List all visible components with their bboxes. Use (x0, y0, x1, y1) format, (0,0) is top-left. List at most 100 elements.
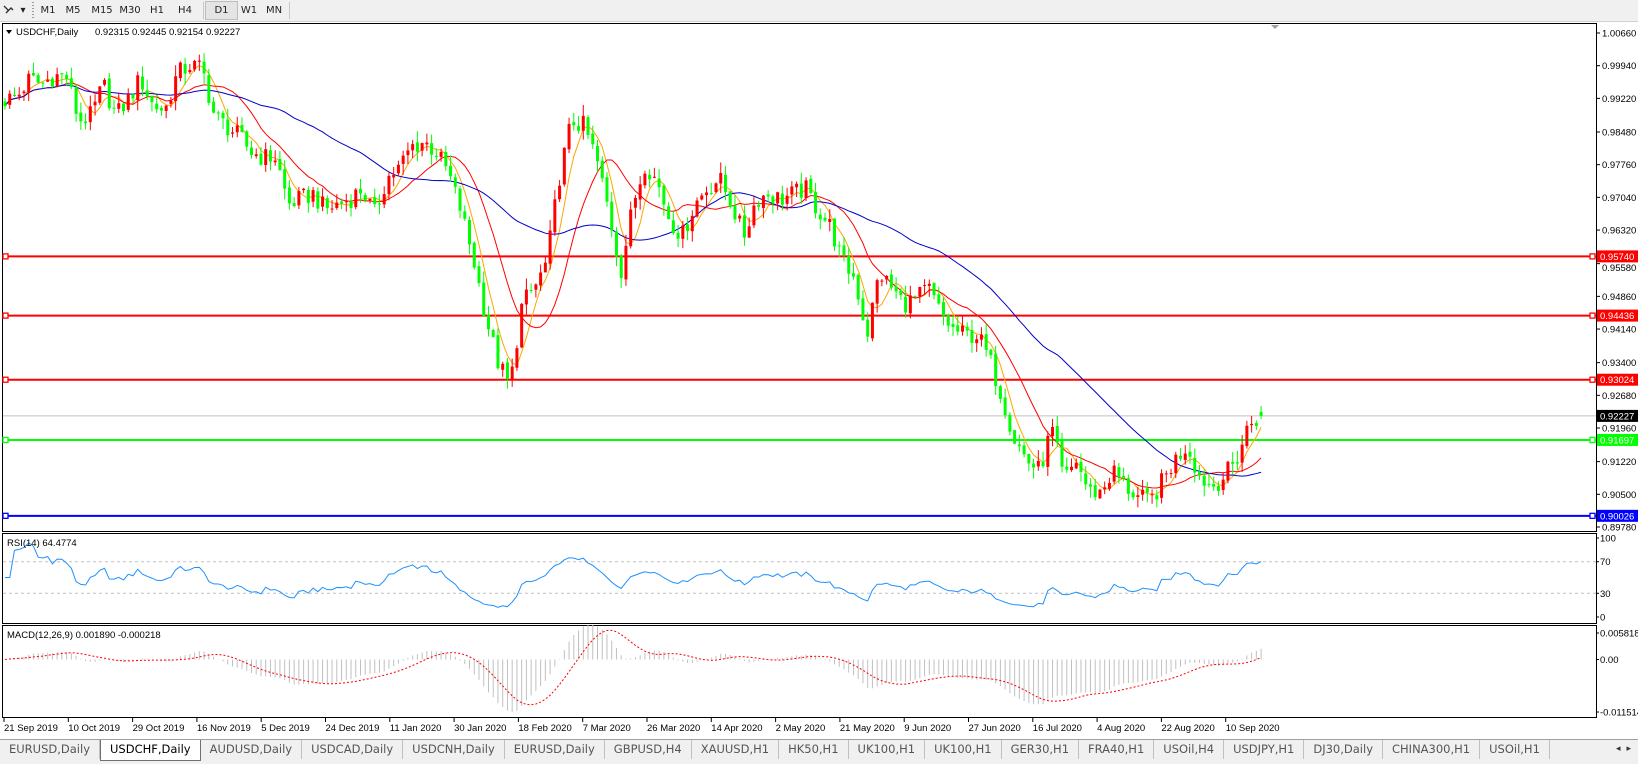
timeframe-d1[interactable]: D1 (205, 1, 238, 20)
candle-body (235, 125, 239, 133)
line-handle-left[interactable] (2, 436, 9, 444)
chart-tab[interactable]: FRA40,H1 (1079, 740, 1155, 759)
date-tick-label: 21 Sep 2019 (4, 723, 58, 734)
main-chart-panel[interactable] (2, 23, 1597, 532)
candle-body (449, 165, 453, 177)
candle-body (65, 74, 69, 80)
chart-tab[interactable]: AUDUSD,Daily (201, 740, 303, 759)
chart-symbol: USDCHF,Daily (16, 27, 79, 38)
chart-tab[interactable]: CHINA300,H1 (1383, 740, 1481, 759)
candle-body (458, 188, 462, 211)
candle-body (1160, 473, 1164, 498)
scroll-right-icon[interactable]: ▸ (1626, 744, 1631, 754)
candle-body (382, 194, 386, 205)
chart-tab[interactable]: UK100,H1 (849, 740, 926, 759)
timeframe-h1[interactable]: H1 (150, 5, 164, 16)
candle-body (112, 107, 116, 109)
candle-body (780, 193, 784, 205)
line-handle-right[interactable] (1589, 512, 1596, 519)
price-tick-label: 0.91960 (1602, 424, 1636, 435)
timeframe-m1[interactable]: M1 (40, 5, 56, 16)
candle-body (614, 231, 618, 257)
date-tick-label: 2 May 2020 (776, 723, 826, 734)
timeframe-m5[interactable]: M5 (65, 5, 81, 16)
date-tick-label: 30 Jan 2020 (454, 723, 506, 734)
candle-body (1074, 462, 1078, 469)
chart-tab[interactable]: USDCNH,Daily (403, 740, 505, 759)
line-handle-left[interactable] (2, 253, 9, 260)
chart-tab[interactable]: EURUSD,Daily (505, 740, 605, 759)
line-handle-right[interactable] (1589, 253, 1596, 260)
candle-body (420, 143, 424, 151)
current-price-label-bg (1597, 409, 1638, 422)
timeframe-m15[interactable]: M15 (91, 5, 113, 16)
chart-shift-marker-icon[interactable] (1271, 25, 1279, 29)
rsi-panel[interactable] (2, 533, 1597, 624)
chart-tab[interactable]: USDCHF,Daily (100, 740, 201, 761)
price-level-label-bg (1597, 509, 1638, 522)
chart-tab[interactable]: XAUUSD,H1 (692, 740, 780, 759)
scroll-left-icon[interactable]: ◂ (1615, 744, 1621, 754)
candle-body (240, 125, 244, 133)
line-handle-left[interactable] (2, 312, 9, 319)
chart-tab[interactable]: GER30,H1 (1002, 740, 1080, 759)
candle-body (524, 289, 528, 305)
line-handle-right[interactable] (1589, 312, 1596, 319)
candle-body (833, 218, 836, 247)
candle-body (354, 189, 358, 208)
candle-body (406, 150, 410, 156)
chart-tab[interactable]: DJ30,Daily (1304, 740, 1383, 759)
candle-body (311, 190, 315, 202)
timeframe-m30[interactable]: M30 (119, 5, 141, 16)
date-tick-label: 10 Sep 2020 (1226, 723, 1280, 734)
candle-body (145, 90, 149, 97)
candle-body (998, 386, 1002, 399)
candle-body (994, 353, 998, 386)
candle-body (747, 226, 751, 238)
timeframe-h4[interactable]: H4 (178, 5, 192, 16)
candle-body (548, 230, 552, 264)
tab-scroll-arrows[interactable]: ◂ ▸ (1613, 744, 1634, 754)
timeframe-mn[interactable]: MN (265, 5, 283, 16)
candle-body (766, 194, 770, 197)
macd-panel[interactable] (2, 625, 1597, 718)
cursor-pen-icon[interactable] (2, 3, 16, 18)
candle-body (880, 280, 884, 282)
rsi-line (5, 542, 1262, 608)
candle-body (842, 245, 846, 256)
price-level-label-bg (1597, 433, 1638, 446)
candle-body (738, 215, 742, 219)
candle-body (965, 326, 969, 331)
candle-body (918, 286, 922, 297)
timeframe-w1[interactable]: W1 (240, 5, 258, 16)
dropdown-arrow-icon[interactable]: ▾ (20, 5, 26, 16)
toolbar-grip[interactable] (32, 2, 34, 19)
chart-tab[interactable]: GBPUSD,H4 (605, 740, 692, 759)
moving-average-medium (4, 82, 1262, 489)
chart-tab[interactable]: USDCAD,Daily (302, 740, 404, 759)
chart-tab[interactable]: HK50,H1 (779, 740, 849, 759)
chart-tab[interactable]: EURUSD,Daily (0, 740, 100, 759)
line-handle-right[interactable] (1589, 376, 1596, 383)
chart-tab[interactable]: UK100,H1 (925, 740, 1002, 759)
price-level-label: 0.93024 (1600, 375, 1634, 386)
line-handle-left[interactable] (2, 376, 9, 383)
chart-tab[interactable]: USOil,H4 (1154, 740, 1225, 759)
chart-tab[interactable]: USDJPY,H1 (1224, 740, 1305, 759)
candle-body (169, 100, 173, 104)
candle-body (870, 302, 874, 339)
price-tick-label: 1.00660 (1602, 29, 1636, 40)
line-handle-right[interactable] (1589, 436, 1596, 444)
chart-window[interactable]: 100 70 30 0 0.005818 0.00 -0.011514 1.00660 0.… (0, 0, 1638, 739)
candle-body (785, 195, 789, 204)
candle-body (12, 94, 16, 97)
candle-body (600, 160, 604, 179)
rsi-tick-label: 100 (1600, 534, 1616, 545)
candle-body (1197, 472, 1201, 476)
candle-body (761, 195, 765, 209)
candle-body (17, 94, 21, 97)
candle-body (1112, 465, 1116, 482)
collapse-triangle-icon[interactable] (6, 30, 12, 34)
line-handle-left[interactable] (2, 512, 9, 519)
chart-tab[interactable]: USOil,H1 (1480, 740, 1550, 759)
